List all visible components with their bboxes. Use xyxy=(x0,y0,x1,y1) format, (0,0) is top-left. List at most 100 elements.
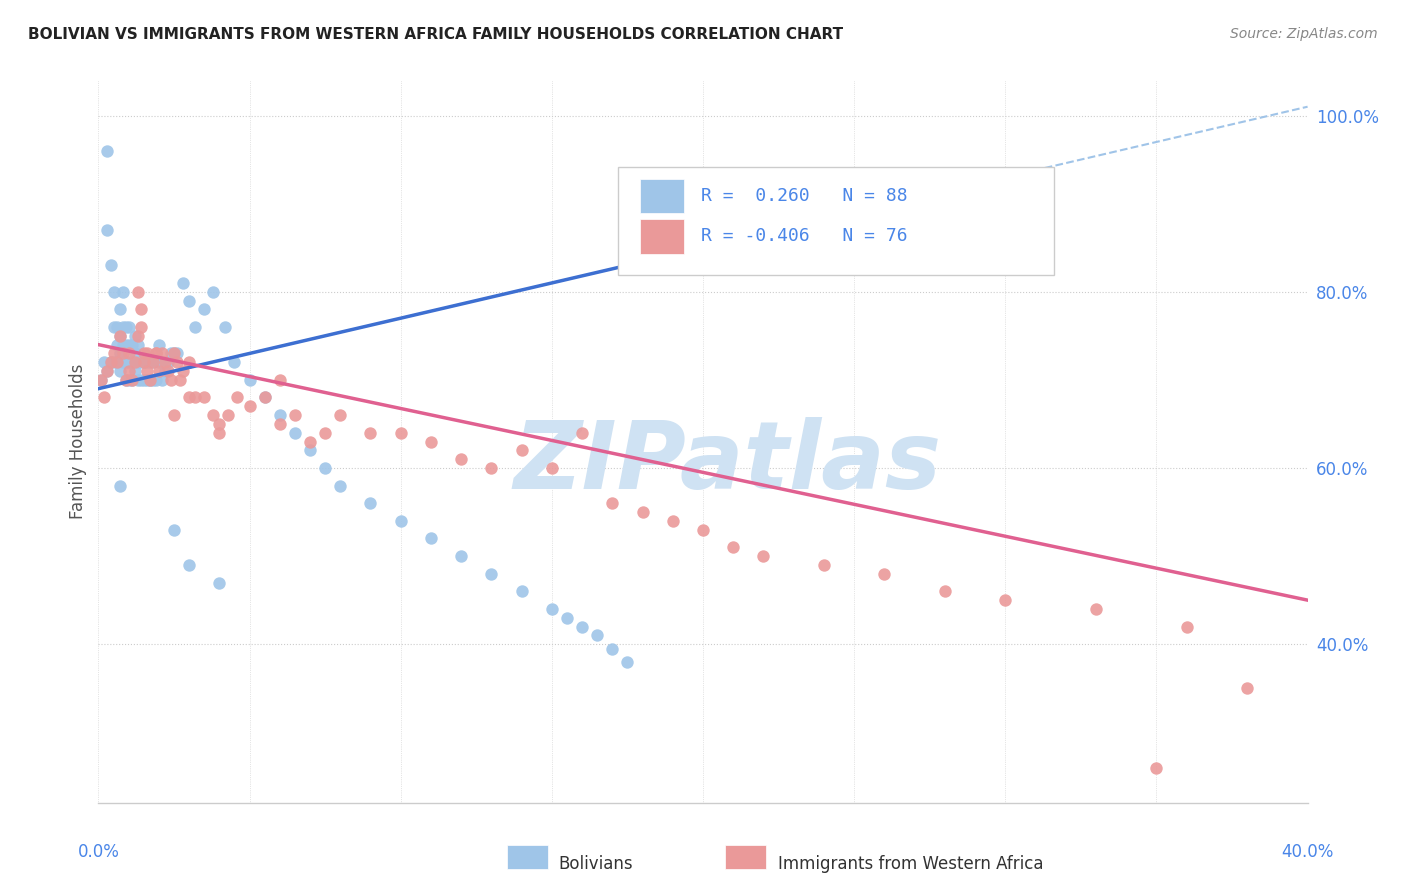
Point xyxy=(420,434,443,449)
Point xyxy=(121,337,143,351)
Point xyxy=(616,655,638,669)
Point xyxy=(269,408,291,422)
Point xyxy=(96,364,118,378)
Point xyxy=(163,523,186,537)
Point xyxy=(602,641,624,656)
Point xyxy=(103,346,125,360)
Point xyxy=(108,328,131,343)
Point xyxy=(163,346,186,360)
Point xyxy=(121,373,143,387)
Point xyxy=(105,355,128,369)
Point xyxy=(114,320,136,334)
Point xyxy=(118,346,141,360)
Point xyxy=(118,337,141,351)
Point xyxy=(100,355,122,369)
Point xyxy=(208,417,231,431)
Point xyxy=(299,434,322,449)
Point xyxy=(103,355,125,369)
Point xyxy=(108,346,131,360)
Point xyxy=(135,373,157,387)
Point xyxy=(103,320,125,334)
Point xyxy=(284,408,307,422)
Point xyxy=(586,628,609,642)
Point xyxy=(108,302,131,317)
Point xyxy=(148,364,170,378)
Point xyxy=(103,285,125,299)
Point xyxy=(93,355,115,369)
FancyBboxPatch shape xyxy=(508,845,548,870)
Point xyxy=(226,391,249,405)
Point xyxy=(555,611,578,625)
Point xyxy=(132,346,155,360)
Point xyxy=(90,373,112,387)
Point xyxy=(172,364,194,378)
Point xyxy=(93,391,115,405)
Point xyxy=(108,364,131,378)
Point xyxy=(481,566,503,581)
Point xyxy=(602,496,624,510)
Point xyxy=(127,328,149,343)
Point xyxy=(129,355,152,369)
Point xyxy=(124,346,146,360)
Point xyxy=(153,355,176,369)
Point xyxy=(139,373,162,387)
Point xyxy=(510,584,533,599)
Point xyxy=(202,408,225,422)
Point xyxy=(108,478,131,492)
Point xyxy=(129,302,152,317)
Point xyxy=(813,558,835,572)
Text: 0.0%: 0.0% xyxy=(77,843,120,861)
Point xyxy=(111,285,134,299)
Point xyxy=(148,355,170,369)
Point xyxy=(121,373,143,387)
Point xyxy=(111,320,134,334)
Point xyxy=(1085,602,1108,616)
Point xyxy=(118,373,141,387)
Point xyxy=(389,425,412,440)
Point xyxy=(105,337,128,351)
Point xyxy=(239,399,262,413)
Text: R = -0.406   N = 76: R = -0.406 N = 76 xyxy=(700,227,907,245)
Point xyxy=(253,391,276,405)
Point xyxy=(299,443,322,458)
Point xyxy=(314,461,336,475)
Point xyxy=(239,373,262,387)
Point xyxy=(100,355,122,369)
Point xyxy=(1144,760,1167,774)
Point xyxy=(105,320,128,334)
Text: Source: ZipAtlas.com: Source: ZipAtlas.com xyxy=(1230,27,1378,41)
Point xyxy=(108,328,131,343)
Point xyxy=(723,541,745,555)
Point xyxy=(111,355,134,369)
Point xyxy=(163,346,186,360)
Point xyxy=(172,276,194,290)
Point xyxy=(184,320,207,334)
Point xyxy=(132,373,155,387)
Point xyxy=(142,355,165,369)
Point xyxy=(692,523,714,537)
Point xyxy=(96,223,118,237)
Point xyxy=(193,302,215,317)
Point xyxy=(202,285,225,299)
Point xyxy=(540,461,562,475)
Point xyxy=(142,373,165,387)
Text: Bolivians: Bolivians xyxy=(558,855,633,872)
Point xyxy=(420,532,443,546)
Point xyxy=(214,320,236,334)
Point xyxy=(540,602,562,616)
Point xyxy=(269,373,291,387)
Point xyxy=(135,346,157,360)
Point xyxy=(150,373,173,387)
Point xyxy=(132,355,155,369)
Text: 40.0%: 40.0% xyxy=(1281,843,1334,861)
Point xyxy=(253,391,276,405)
Point xyxy=(179,293,201,308)
Point xyxy=(139,355,162,369)
Point xyxy=(163,408,186,422)
Point xyxy=(121,355,143,369)
Point xyxy=(179,391,201,405)
Point xyxy=(510,443,533,458)
Point xyxy=(1236,681,1258,696)
Point xyxy=(118,320,141,334)
Point xyxy=(96,364,118,378)
